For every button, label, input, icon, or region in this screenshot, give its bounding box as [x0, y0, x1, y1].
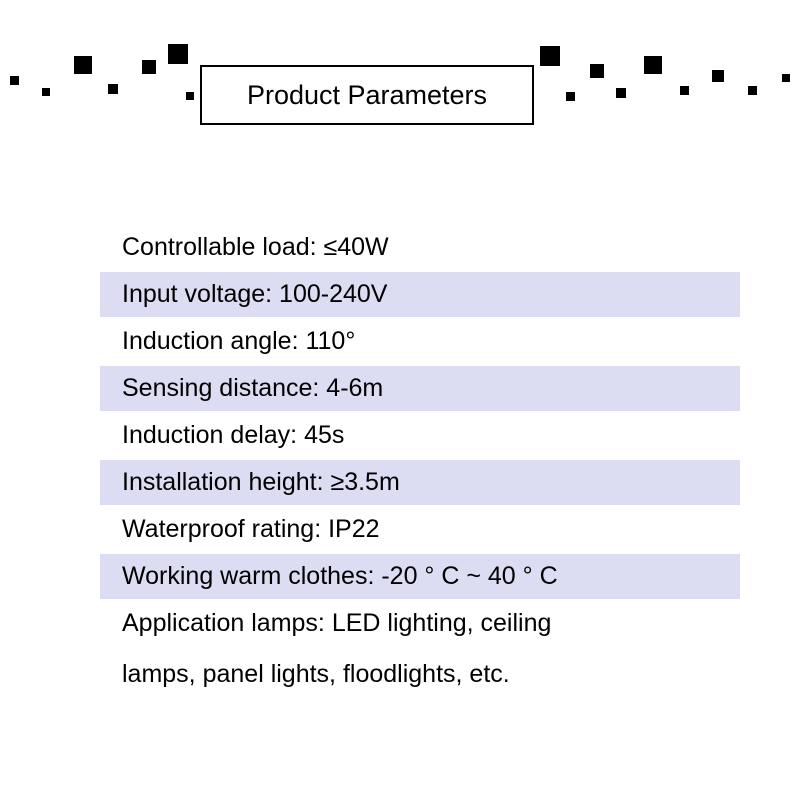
decoration-square: [680, 86, 689, 95]
param-row: Input voltage: 100-240V: [100, 272, 740, 317]
parameters-list: Controllable load: ≤40WInput voltage: 10…: [100, 225, 740, 699]
param-row: Sensing distance: 4-6m: [100, 366, 740, 411]
decoration-square: [10, 76, 19, 85]
param-row: Waterproof rating: IP22: [100, 507, 740, 552]
param-row: lamps, panel lights, floodlights, etc.: [100, 652, 740, 697]
decoration-square: [644, 56, 662, 74]
param-row: Working warm clothes: -20 ° C ~ 40 ° C: [100, 554, 740, 599]
decoration-square: [186, 92, 194, 100]
param-row: Application lamps: LED lighting, ceiling: [100, 601, 740, 646]
decoration-square: [590, 64, 604, 78]
decoration-square: [616, 88, 626, 98]
page-title: Product Parameters: [247, 80, 487, 111]
decoration-square: [142, 60, 156, 74]
header-decoration: Product Parameters: [0, 55, 800, 145]
decoration-square: [712, 70, 724, 82]
param-row: Controllable load: ≤40W: [100, 225, 740, 270]
param-row: Induction angle: 110°: [100, 319, 740, 364]
decoration-square: [74, 56, 92, 74]
decoration-square: [782, 74, 790, 82]
param-row: Installation height: ≥3.5m: [100, 460, 740, 505]
decoration-square: [42, 88, 50, 96]
decoration-square: [540, 46, 560, 66]
param-row: Induction delay: 45s: [100, 413, 740, 458]
decoration-square: [566, 92, 575, 101]
decoration-square: [168, 44, 188, 64]
title-box: Product Parameters: [200, 65, 534, 125]
decoration-square: [748, 86, 757, 95]
decoration-square: [108, 84, 118, 94]
